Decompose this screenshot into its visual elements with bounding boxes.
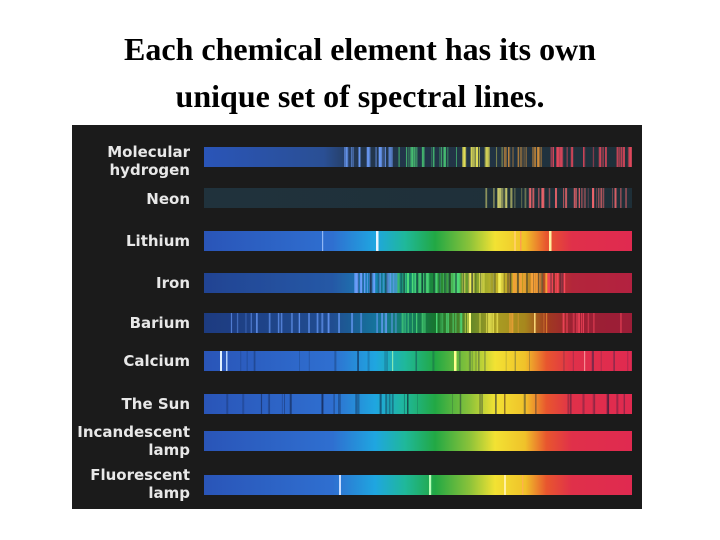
spectrum-band-incandescent <box>204 431 632 451</box>
spectrum-label-lithium: Lithium <box>126 232 190 250</box>
spectrum-label-calcium: Calcium <box>123 352 190 370</box>
spectrum-band-hydrogen <box>204 147 632 167</box>
spectrum-label-hydrogen: Molecular hydrogen <box>107 143 190 179</box>
spectrum-band-fluorescent <box>204 475 632 495</box>
spectra-figure: Molecular hydrogen Neon Lithium Iron Bar… <box>72 125 642 509</box>
spectrum-label-sun: The Sun <box>121 395 190 413</box>
spectrum-label-incandescent: Incandescent lamp <box>77 423 190 459</box>
spectrum-band-lithium <box>204 231 632 251</box>
spectrum-band-barium <box>204 313 632 333</box>
spectrum-label-neon: Neon <box>146 190 190 208</box>
spectrum-band-iron <box>204 273 632 293</box>
spectrum-band-sun <box>204 394 632 414</box>
title-line-1: Each chemical element has its own <box>124 31 596 67</box>
spectrum-label-fluorescent: Fluorescent lamp <box>90 466 190 502</box>
spectrum-label-barium: Barium <box>129 314 190 332</box>
spectrum-label-iron: Iron <box>156 274 190 292</box>
spectrum-band-calcium <box>204 351 632 371</box>
slide-title: Each chemical element has its own unique… <box>0 26 720 120</box>
spectrum-band-neon <box>204 188 632 208</box>
title-line-2: unique set of spectral lines. <box>175 78 545 114</box>
